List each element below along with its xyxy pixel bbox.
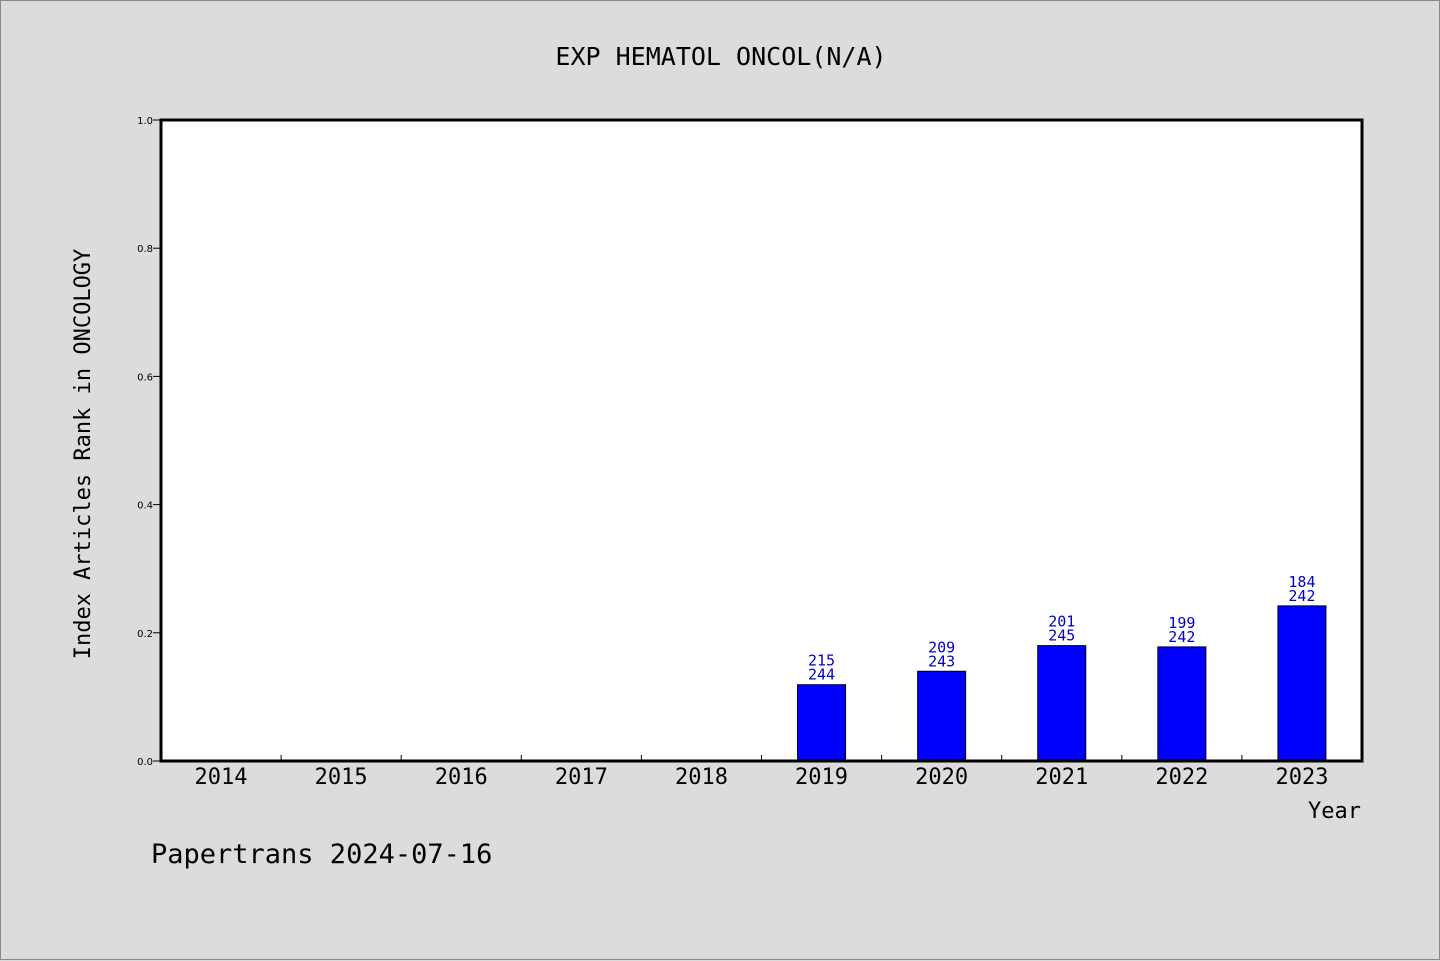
bar bbox=[1037, 645, 1087, 762]
bar-total-label: 242 bbox=[1288, 587, 1315, 605]
x-tick-label: 2022 bbox=[1155, 765, 1208, 790]
axis-ticks: 0.0 0.2 0.4 0.6 0.8 1.0 2014 2015 2016 2017 2018 20… bbox=[137, 116, 1328, 790]
y-tick-label: 1.0 bbox=[137, 116, 153, 127]
bar-total-label: 244 bbox=[808, 666, 835, 684]
bar-rank-label: 215 bbox=[808, 652, 835, 670]
bar-total-label: 245 bbox=[1048, 627, 1075, 645]
x-tick-label: 2014 bbox=[195, 765, 248, 790]
bar bbox=[917, 670, 967, 762]
bar-rank-label: 201 bbox=[1048, 613, 1075, 631]
bar-rank-label: 199 bbox=[1168, 614, 1195, 632]
bar bbox=[797, 684, 847, 762]
footer-date-stamp: Papertrans 2024-07-16 bbox=[151, 839, 492, 870]
y-tick-label: 0.6 bbox=[137, 372, 153, 383]
chart-title: EXP HEMATOL ONCOL(N/A) bbox=[555, 42, 886, 71]
bar bbox=[1157, 646, 1207, 762]
plot-border bbox=[159, 118, 1364, 763]
x-axis-label: Year bbox=[1308, 799, 1361, 824]
bar-total-label: 242 bbox=[1168, 628, 1195, 646]
x-tick-label: 2019 bbox=[795, 765, 848, 790]
bar bbox=[1277, 605, 1327, 762]
x-tick-label: 2018 bbox=[675, 765, 728, 790]
y-tick-label: 0.0 bbox=[137, 757, 153, 768]
bar-rank-label: 184 bbox=[1288, 573, 1315, 591]
x-tick-label: 2015 bbox=[315, 765, 368, 790]
y-axis-label: Index Articles Rank in ONCOLOGY bbox=[71, 249, 96, 660]
y-tick-label: 0.8 bbox=[137, 244, 153, 255]
x-tick-label: 2016 bbox=[435, 765, 488, 790]
x-tick-label: 2021 bbox=[1035, 765, 1088, 790]
bar-rank-label: 209 bbox=[928, 638, 955, 656]
x-tick-label: 2023 bbox=[1275, 765, 1328, 790]
x-tick-label: 2020 bbox=[915, 765, 968, 790]
y-tick-label: 0.4 bbox=[137, 501, 153, 512]
bar-total-label: 243 bbox=[928, 652, 955, 670]
y-tick-label: 0.2 bbox=[137, 629, 153, 640]
x-tick-label: 2017 bbox=[555, 765, 608, 790]
